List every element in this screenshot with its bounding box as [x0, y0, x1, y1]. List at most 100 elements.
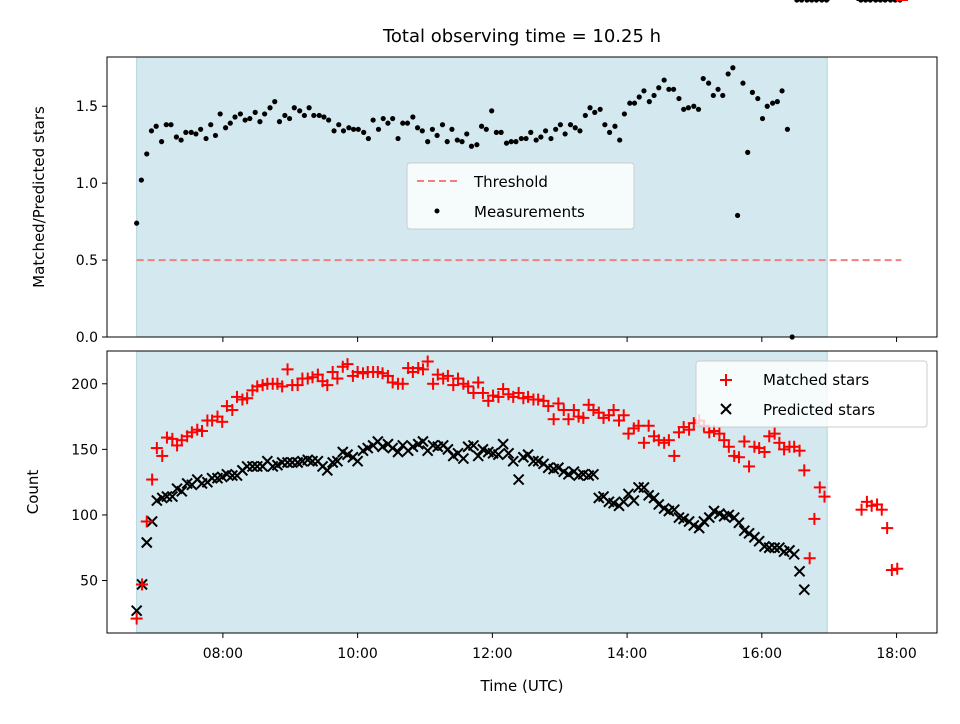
matched-point	[251, 380, 264, 393]
measurement-point	[725, 71, 731, 77]
matched-point	[321, 379, 334, 392]
measurement-point	[562, 131, 568, 137]
measurement-point	[700, 75, 706, 82]
measurement-point	[297, 108, 303, 114]
top-y-tick-label: 0.5	[76, 253, 98, 269]
measurement-point	[577, 128, 583, 134]
predicted-point	[648, 492, 660, 504]
measurement-point	[641, 88, 647, 94]
measurement-point	[464, 131, 470, 137]
matched-point	[743, 460, 756, 473]
predicted-point	[492, 448, 505, 461]
measurement-point	[548, 135, 554, 142]
measurement-point	[168, 122, 174, 128]
measurement-point	[321, 114, 327, 120]
measurement-point	[567, 122, 574, 128]
matched-point	[607, 404, 620, 417]
matched-point	[522, 390, 535, 403]
predicted-point	[552, 462, 565, 474]
bottom-y-tick-label: 100	[71, 508, 98, 524]
matched-legend-swatch	[720, 374, 732, 386]
top-y-axis-label: Matched/Predicted stars	[30, 106, 48, 288]
matched-point	[738, 435, 751, 448]
matched-point	[891, 562, 904, 575]
measurement-point	[636, 94, 642, 100]
measurement-point	[183, 129, 189, 135]
matched-point	[492, 390, 505, 403]
measurements-legend-label: Measurements	[474, 203, 585, 221]
measurement-point	[676, 95, 682, 102]
measurement-point	[361, 129, 367, 135]
matched-point	[818, 490, 831, 503]
matched-point	[713, 427, 726, 440]
measurement-point	[602, 122, 608, 128]
measurement-point	[301, 112, 307, 119]
matched-point	[447, 379, 460, 392]
matched-point	[160, 431, 173, 444]
measurement-point	[173, 134, 179, 140]
bottom-x-tick-label: 08:00	[203, 646, 243, 662]
matched-point	[597, 411, 610, 424]
measurement-point	[237, 111, 243, 117]
matched-point	[865, 499, 878, 512]
predicted-point	[693, 522, 705, 534]
matched-point	[718, 434, 731, 447]
top-y-tick-label: 0.0	[76, 330, 98, 346]
matched-point	[427, 377, 440, 390]
matched-point	[231, 390, 244, 403]
measurement-point	[651, 92, 657, 99]
matched-point	[241, 392, 254, 405]
measurement-point	[631, 100, 638, 106]
measurement-point	[621, 111, 628, 117]
matched-point	[156, 449, 169, 462]
measurement-point	[498, 129, 504, 135]
matched-point	[622, 427, 635, 440]
measurement-point	[355, 126, 361, 132]
predicted-point	[618, 496, 630, 508]
measurement-point	[508, 139, 514, 145]
measurement-point	[193, 131, 199, 137]
measurement-point	[410, 114, 416, 120]
measurement-point	[518, 135, 524, 142]
matched-point	[497, 383, 510, 396]
predicted-point	[176, 485, 188, 498]
matched-point	[813, 481, 826, 494]
top-y-tick-label: 1.0	[76, 176, 98, 192]
top-x-axis	[222, 337, 898, 342]
measurement-point	[134, 220, 140, 226]
measurement-point	[404, 120, 411, 126]
measurement-point	[232, 114, 238, 120]
predicted-point	[798, 584, 810, 596]
measurement-point	[661, 77, 667, 83]
predicted-point	[587, 468, 600, 481]
matched-point	[567, 404, 580, 417]
measurement-point	[656, 85, 662, 91]
predicted-point	[653, 498, 665, 511]
bottom-y-axis: 50 100 150 200	[71, 377, 107, 590]
measurement-point	[390, 115, 396, 122]
measurement-point	[685, 105, 692, 111]
measurement-point	[779, 88, 785, 94]
predicted-point	[733, 517, 745, 529]
matched-point	[140, 515, 153, 528]
measurement-point	[646, 99, 652, 105]
measurement-point	[444, 139, 450, 145]
measurement-point	[493, 129, 499, 135]
measurement-point	[247, 115, 253, 122]
measurement-point	[138, 177, 144, 183]
matched-point	[276, 380, 289, 393]
measurement-point	[784, 126, 791, 132]
measurement-point	[755, 95, 761, 102]
measurement-point	[286, 115, 293, 122]
measurement-point	[414, 125, 421, 131]
measurement-point	[370, 117, 376, 123]
measurement-point	[553, 126, 559, 132]
top-y-tick-label: 1.5	[76, 99, 98, 115]
measurement-point	[557, 122, 564, 128]
predicted-point	[788, 548, 800, 561]
measurement-point	[449, 126, 455, 132]
measurement-point	[533, 137, 539, 143]
measurement-point	[272, 99, 278, 105]
predicted-point	[507, 455, 519, 467]
predicted-point	[703, 511, 715, 524]
